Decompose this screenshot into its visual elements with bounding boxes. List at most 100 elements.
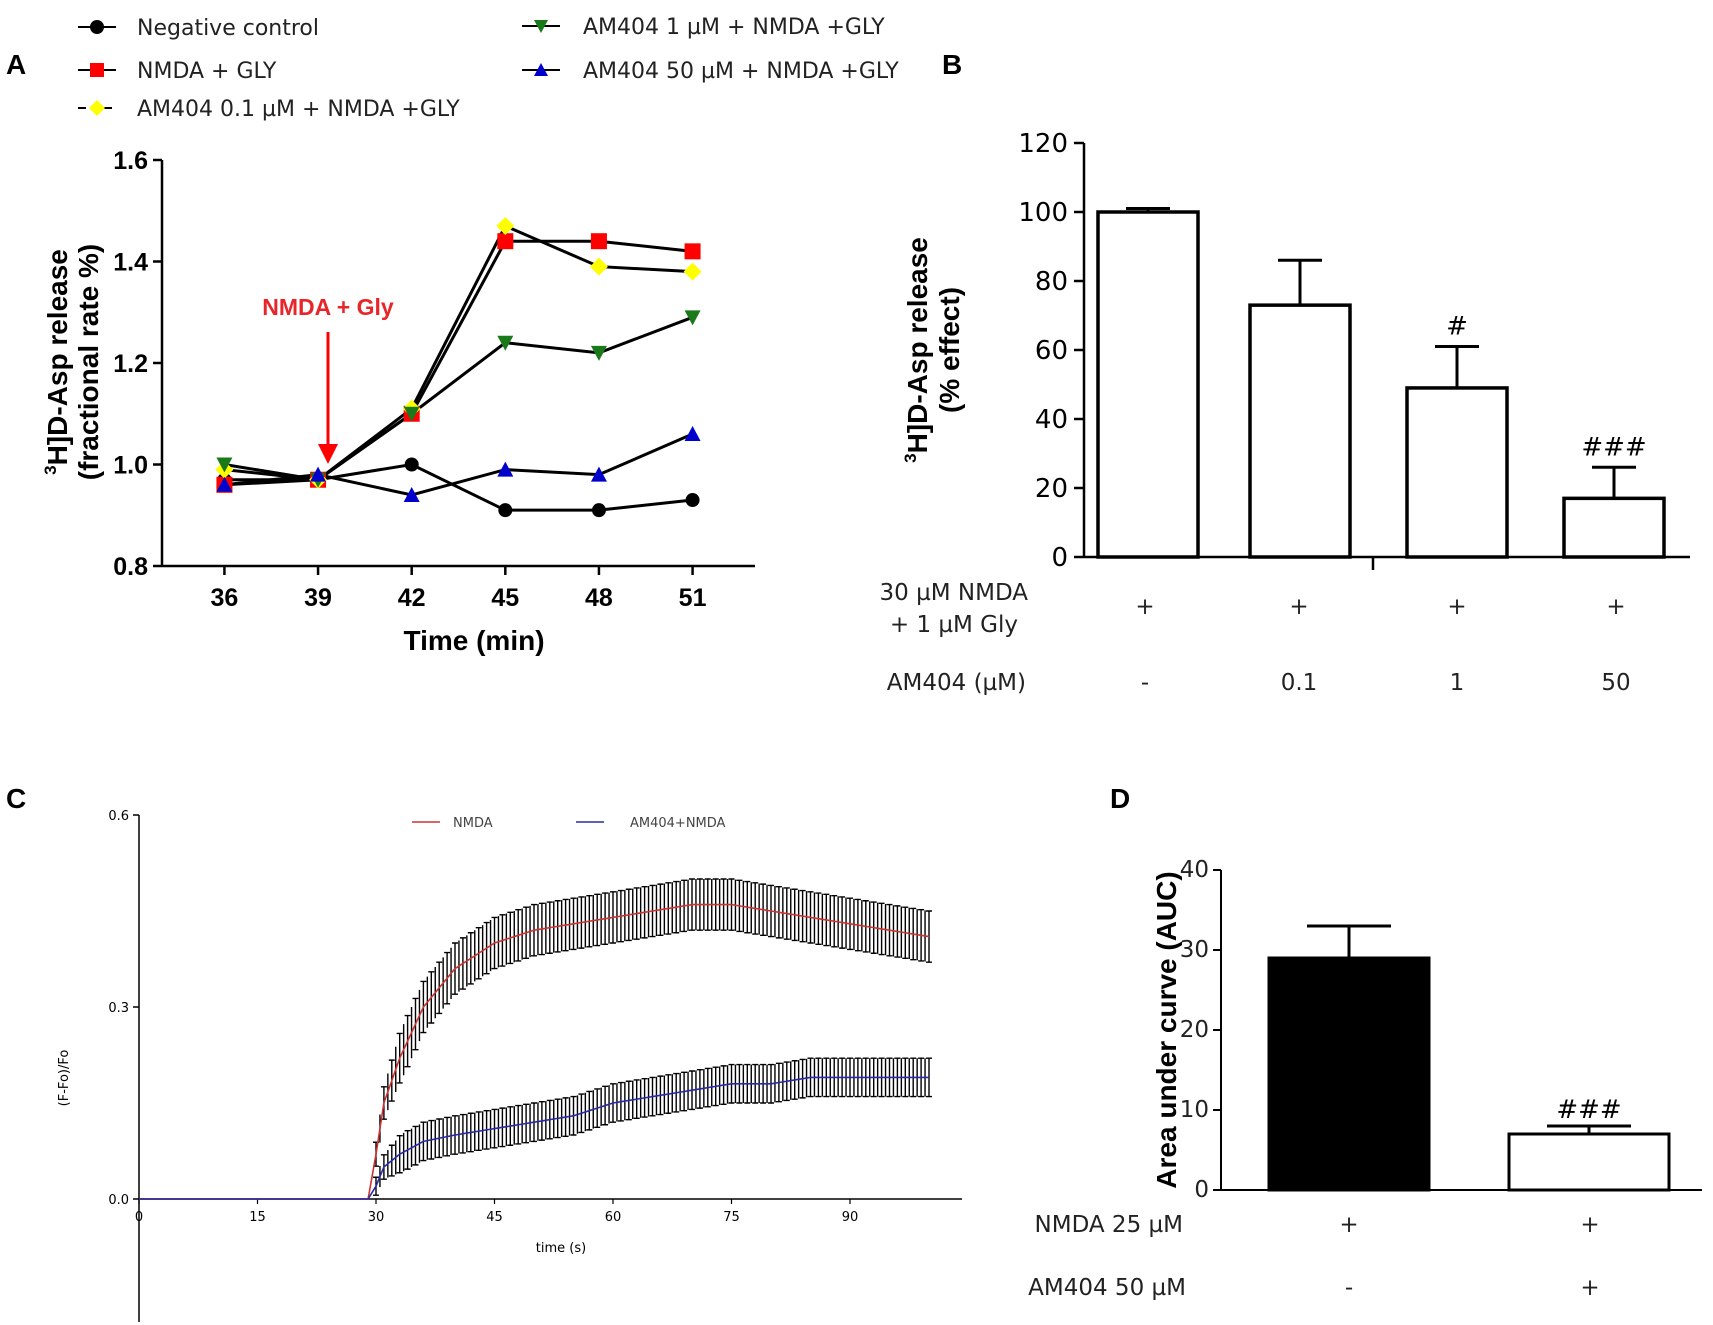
data-point-a xyxy=(403,406,420,422)
data-point-a xyxy=(685,493,700,508)
y-axis-label-b-line2: (% effect) xyxy=(934,287,965,413)
data-point-a xyxy=(684,426,701,442)
series-line-a xyxy=(224,462,693,512)
data-point-a xyxy=(310,466,327,482)
y-tick-label-b: 20 xyxy=(1035,474,1068,504)
legend-marker-am404-01 xyxy=(89,100,105,116)
y-tick-label-b: 40 xyxy=(1035,405,1068,435)
legend-label: AM404 1 µM + NMDA +GLY xyxy=(583,15,885,40)
y-tick-label-d: 0 xyxy=(1194,1177,1209,1203)
data-point-a xyxy=(216,476,233,492)
error-bars-c xyxy=(373,878,932,1167)
panel-a-line-chart: Negative control NMDA + GLY AM404 0.1 µM… xyxy=(41,15,899,656)
y-tick-label-d: 30 xyxy=(1180,937,1209,963)
data-point-a xyxy=(591,503,606,518)
condition-value-b: + xyxy=(1447,594,1466,620)
y-axis-label-d: Area under curve (AUC) xyxy=(1151,871,1182,1188)
panel-label-a: A xyxy=(6,49,26,80)
legend-label-nmda: NMDA xyxy=(453,816,493,831)
condition-value-b: + xyxy=(1135,594,1154,620)
condition-value-b: 50 xyxy=(1601,670,1630,696)
data-point-a xyxy=(590,345,607,361)
y-axis-label-c: (F-Fo)/Fo xyxy=(57,1050,72,1107)
data-point-a xyxy=(590,466,607,482)
legend-label-am404-nmda: AM404+NMDA xyxy=(630,816,726,831)
x-tick-label-c: 75 xyxy=(723,1210,740,1225)
panel-c-trace-chart: 0.0 0.3 0.6 0 15 30 45 60 75 90 time (s) (F-Fo)/… xyxy=(57,809,962,1322)
y-axis-label-b: 3H]D-Asp release xyxy=(901,237,933,463)
legend-marker-nmda-gly xyxy=(90,63,104,77)
condition-value-b: + xyxy=(1289,594,1308,620)
bar-b xyxy=(1096,210,1200,559)
data-point-a xyxy=(403,486,420,502)
condition-value-d: - xyxy=(1345,1275,1353,1301)
x-axis-label-c: time (s) xyxy=(536,1241,586,1256)
x-tick-label-c: 15 xyxy=(249,1210,266,1225)
legend-marker-am404-50 xyxy=(534,63,548,76)
bar-d xyxy=(1507,1132,1671,1192)
x-tick-label-a: 45 xyxy=(491,584,519,612)
significance-label-b: # xyxy=(1446,312,1468,342)
panel-label-b: B xyxy=(942,49,962,80)
data-point-a xyxy=(497,461,514,477)
condition-label: AM404 (µM) xyxy=(887,670,1026,696)
panel-d-bar-chart: 0 10 20 30 40 ### Area under curve (AUC) NMD… xyxy=(1028,857,1702,1301)
series-line-a xyxy=(224,224,693,482)
data-point-a xyxy=(497,233,514,250)
data-point-a xyxy=(498,503,513,518)
condition-label: 30 µM NMDA xyxy=(880,580,1029,606)
nmda-gly-annotation: NMDA + Gly xyxy=(262,294,394,320)
legend-label: AM404 50 µM + NMDA +GLY xyxy=(583,59,899,84)
x-tick-label-a: 42 xyxy=(398,584,426,612)
y-axis-label-a-sup: 3 xyxy=(41,465,60,474)
bar-d xyxy=(1267,956,1431,1192)
data-point-a xyxy=(216,457,233,473)
legend-marker-am404-1 xyxy=(534,20,548,33)
legend-marker-negative-control xyxy=(90,20,104,34)
y-tick-label-b: 60 xyxy=(1035,336,1068,366)
y-tick-label-d: 10 xyxy=(1180,1097,1209,1123)
x-tick-label-c: 45 xyxy=(486,1210,503,1225)
condition-value-b: 0.1 xyxy=(1281,670,1318,696)
y-tick-label-b: 120 xyxy=(1018,129,1068,159)
y-tick-label-a: 1.2 xyxy=(113,350,148,378)
data-point-a xyxy=(497,335,514,351)
x-tick-label-c: 60 xyxy=(605,1210,622,1225)
condition-label: NMDA 25 µM xyxy=(1035,1212,1183,1238)
x-tick-label-a: 39 xyxy=(304,584,332,612)
x-tick-label-a: 36 xyxy=(211,584,239,612)
panel-label-c: C xyxy=(6,783,26,814)
y-tick-label-c: 0.0 xyxy=(108,1193,129,1208)
x-tick-label-c: 90 xyxy=(842,1210,859,1225)
condition-value-b: + xyxy=(1606,594,1625,620)
y-tick-label-d: 40 xyxy=(1180,857,1209,883)
legend-label: NMDA + GLY xyxy=(137,59,277,84)
y-tick-label-a: 0.8 xyxy=(113,553,148,581)
bar-b xyxy=(1405,386,1509,559)
condition-value-d: + xyxy=(1580,1212,1599,1238)
y-tick-label-a: 1.4 xyxy=(113,249,148,277)
y-tick-label-d: 20 xyxy=(1180,1017,1209,1043)
x-tick-label-a: 51 xyxy=(679,584,707,612)
significance-label-d: ### xyxy=(1556,1095,1621,1125)
y-axis-label-a-line2: (fractional rate %) xyxy=(73,244,104,481)
bar-b xyxy=(1562,496,1666,559)
data-point-a xyxy=(683,262,702,281)
condition-label: AM404 50 µM xyxy=(1028,1275,1186,1301)
legend-label: AM404 0.1 µM + NMDA +GLY xyxy=(137,97,460,122)
data-point-a xyxy=(496,216,515,235)
data-point-a xyxy=(684,310,701,326)
condition-label: + 1 µM Gly xyxy=(890,612,1018,638)
y-tick-label-b: 80 xyxy=(1035,267,1068,297)
y-tick-label-a: 1.6 xyxy=(113,147,148,175)
y-axis-label-a-main: H]D-Asp release xyxy=(42,249,73,465)
y-tick-label-b: 100 xyxy=(1018,198,1068,228)
legend-a: Negative control NMDA + GLY AM404 0.1 µM… xyxy=(78,15,899,122)
data-point-a xyxy=(404,457,419,472)
data-point-a xyxy=(684,243,701,260)
x-tick-label-a: 48 xyxy=(585,584,613,612)
annotation-arrow-head xyxy=(318,444,338,464)
trace-c xyxy=(139,1076,929,1200)
